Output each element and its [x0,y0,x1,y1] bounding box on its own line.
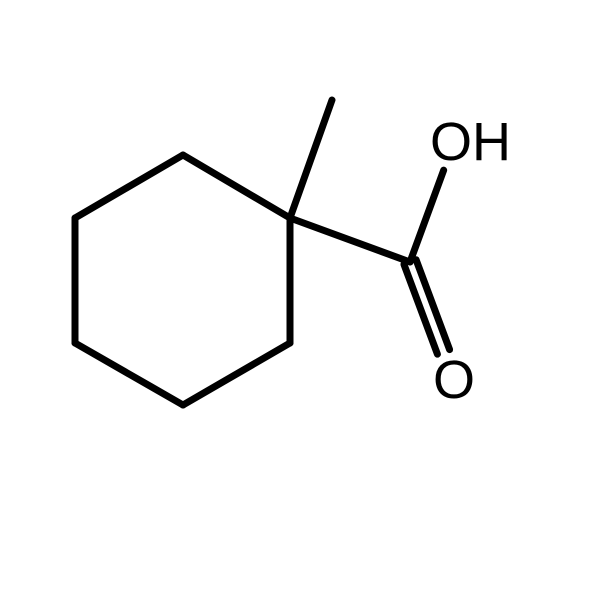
atom-label-oDb: O [433,350,475,410]
molecule-diagram: OH O [0,0,600,600]
atom-label-oOH: OH [430,112,511,172]
